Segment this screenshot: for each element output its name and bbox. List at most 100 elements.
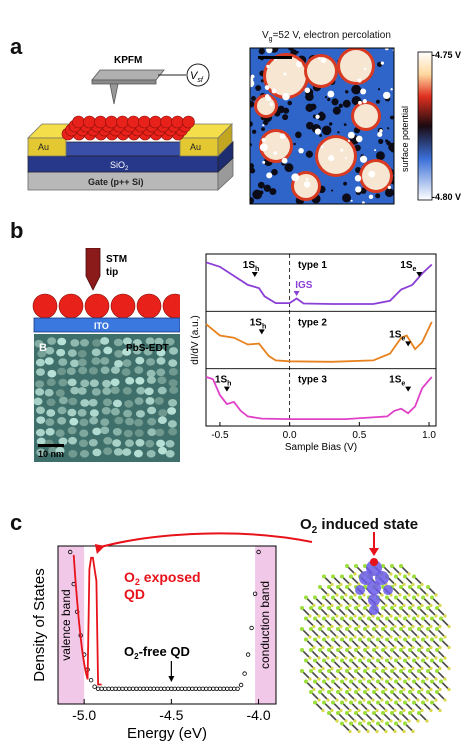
peak-marker-icon: [223, 386, 230, 392]
svg-text:PbS-EDT: PbS-EDT: [126, 343, 169, 354]
qd-sphere: [84, 293, 110, 319]
lattice-atom: [321, 645, 325, 650]
lattice-atom: [447, 645, 451, 650]
map-white-speck: [320, 57, 327, 64]
o2-free-data-point: [99, 686, 104, 691]
o2-free-data-point: [162, 686, 167, 691]
stm-grain: [77, 349, 87, 358]
lattice-atom: [363, 648, 367, 652]
panel-c-letter: c: [10, 510, 23, 535]
qd-sphere: [105, 115, 118, 129]
lattice-atom: [345, 606, 349, 610]
lattice-atom: [326, 593, 330, 597]
stm-grain: [68, 397, 78, 406]
lattice-atom: [434, 677, 438, 681]
stm-grain: [70, 386, 80, 395]
stm-grain: [34, 339, 44, 348]
o2-free-data-point: [235, 686, 240, 691]
stm-grain: [100, 418, 110, 427]
lattice-atom: [327, 648, 331, 652]
lattice-atom: [403, 721, 407, 726]
lattice-atom: [429, 708, 433, 713]
lattice-atom: [339, 582, 343, 587]
stm-grain: [78, 366, 88, 375]
o2-free-data-point: [158, 686, 164, 691]
map-dark-spot: [250, 121, 253, 127]
stm-grain: [80, 399, 90, 407]
stm-grain: [67, 426, 77, 435]
lattice-atom: [317, 635, 321, 639]
map-white-speck: [250, 79, 255, 88]
stm-schematic: STM tip ITO B PbS-EDT 10 nm: [32, 248, 180, 462]
o2-exposed-line: [72, 554, 102, 686]
lattice-atom: [330, 687, 334, 692]
stm-grain: [110, 386, 120, 395]
lattice-atom: [435, 669, 439, 673]
lattice-atom: [354, 606, 358, 610]
lattice-atom: [408, 648, 412, 652]
lattice-atom: [340, 721, 344, 726]
stm-grain: [102, 387, 112, 395]
lattice-atom: [384, 624, 388, 629]
lattice-atom: [335, 698, 339, 702]
lattice-atom: [407, 572, 411, 576]
map-dark-spot: [283, 107, 290, 114]
lattice-atom: [425, 677, 429, 681]
stm-grain: [91, 388, 101, 396]
lattice-atom: [411, 666, 415, 671]
map-white-speck: [362, 99, 367, 104]
lattice-atom: [399, 606, 403, 610]
lattice-atom: [344, 719, 348, 723]
lattice-atom: [340, 679, 344, 684]
lattice-atom: [412, 658, 416, 663]
lattice-atom: [335, 656, 339, 660]
stm-grain: [147, 406, 157, 415]
x-tick-label: -4.0: [246, 707, 270, 723]
lattice-atom: [327, 585, 331, 589]
lattice-atom: [308, 635, 312, 639]
lattice-atom: [429, 624, 433, 629]
stm-grain: [33, 397, 43, 406]
map-dark-spot: [295, 131, 302, 139]
lattice-atom: [417, 690, 421, 694]
lattice-atom: [322, 679, 326, 684]
lattice-atom: [362, 656, 366, 660]
lattice-atom: [344, 614, 348, 618]
lattice-atom: [331, 574, 335, 579]
lattice-atom: [366, 645, 370, 650]
map-white-speck: [318, 56, 321, 60]
lattice-atom: [394, 595, 398, 600]
map-white-speck: [264, 94, 270, 99]
stm-grain: [167, 407, 177, 415]
stm-grain: [35, 358, 45, 367]
stm-grain: [144, 387, 154, 396]
lattice-atom: [416, 593, 420, 597]
lattice-atom: [313, 616, 317, 621]
lattice-atom: [381, 648, 385, 652]
stm-grain: [135, 377, 145, 385]
stm-grain: [169, 347, 179, 355]
lattice-atom: [348, 603, 352, 608]
peak-1sh-label: 1Sh: [250, 317, 267, 330]
lattice-atom: [375, 708, 379, 713]
lattice-atom: [408, 669, 412, 673]
lattice-atom: [326, 677, 330, 681]
lattice-atom: [403, 595, 407, 600]
map-dark-spot: [287, 100, 293, 106]
lattice-atom: [384, 687, 388, 692]
map-dark-spot: [305, 150, 313, 158]
stm-grain: [67, 408, 77, 417]
lattice-atom: [354, 690, 358, 694]
stm-grain: [102, 379, 112, 388]
stm-grain: [46, 398, 56, 407]
lattice-atom: [434, 593, 438, 597]
lattice-atom: [358, 616, 362, 621]
lattice-atom: [362, 614, 366, 618]
lattice-atom: [349, 658, 353, 663]
lattice-atom: [393, 729, 397, 734]
stm-grain: [123, 409, 133, 418]
lattice-atom: [411, 729, 415, 734]
lattice-atom: [330, 603, 334, 608]
lattice-atom: [367, 700, 371, 705]
lattice-atom: [357, 624, 361, 629]
